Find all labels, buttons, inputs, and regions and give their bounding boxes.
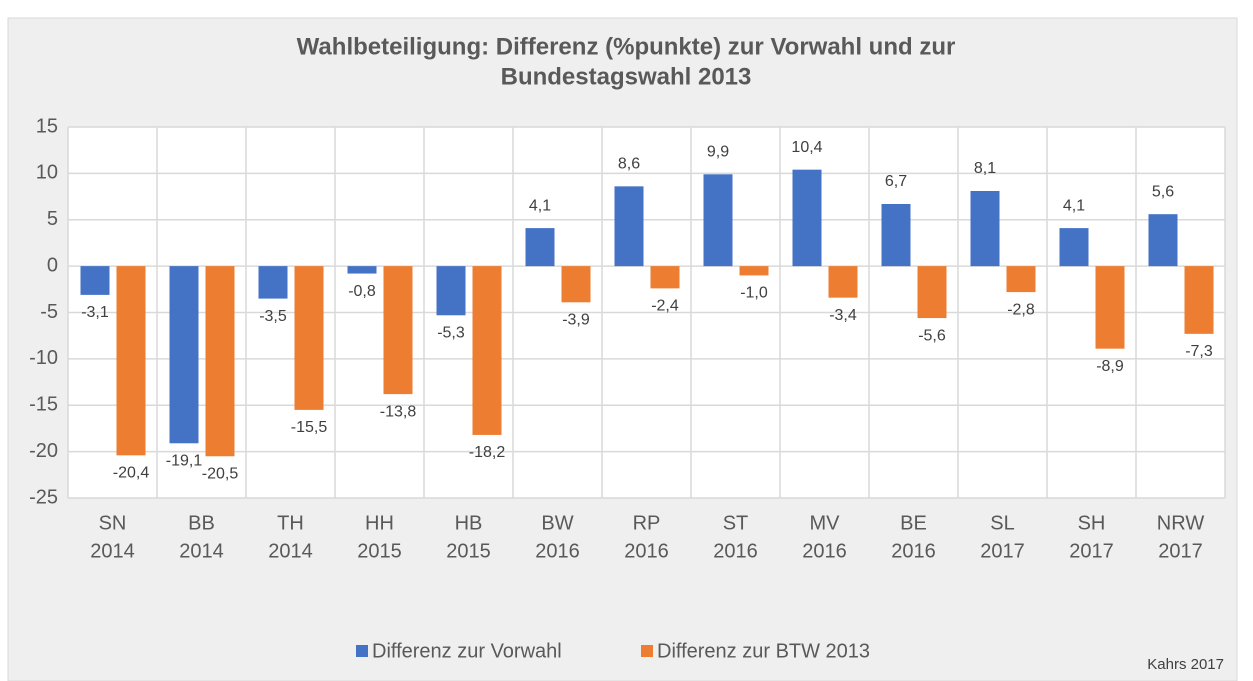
value-label: 4,1 — [1063, 197, 1085, 214]
bar — [970, 190, 1000, 267]
y-tick-label: -20 — [29, 440, 58, 462]
value-label: -13,8 — [380, 403, 417, 420]
bar — [703, 174, 733, 267]
bar — [1148, 214, 1178, 267]
x-tick-label: 2016 — [624, 540, 669, 562]
bar — [80, 266, 110, 295]
x-tick-label: 2016 — [713, 540, 758, 562]
x-tick-label: 2017 — [1158, 540, 1203, 562]
legend-swatch — [641, 645, 653, 657]
bar — [1059, 228, 1089, 267]
value-label: 6,7 — [885, 173, 907, 190]
value-label: -8,9 — [1096, 358, 1124, 375]
source-note: Kahrs 2017 — [1147, 656, 1224, 673]
x-tick-label: BW — [541, 512, 573, 534]
y-tick-label: -25 — [29, 486, 58, 508]
y-tick-label: -10 — [29, 347, 58, 369]
x-tick-label: TH — [277, 512, 304, 534]
value-label: -0,8 — [348, 283, 376, 300]
x-tick-label: 2014 — [268, 540, 313, 562]
value-label: -3,5 — [259, 308, 287, 325]
x-tick-label: 2017 — [1069, 540, 1114, 562]
value-label: -3,4 — [829, 307, 857, 324]
value-label: -15,5 — [291, 419, 328, 436]
bar — [525, 228, 555, 267]
bar — [614, 186, 644, 267]
x-tick-label: 2016 — [535, 540, 580, 562]
x-tick-label: RP — [633, 512, 661, 534]
x-tick-label: HB — [455, 512, 483, 534]
x-tick-label: BE — [900, 512, 927, 534]
value-label: -20,5 — [202, 465, 239, 482]
bar — [881, 203, 911, 267]
y-tick-label: 0 — [47, 254, 58, 276]
x-tick-label: HH — [365, 512, 394, 534]
x-tick-label: BB — [188, 512, 215, 534]
bar — [1006, 266, 1036, 293]
y-tick-label: -5 — [40, 301, 58, 323]
y-tick-label: 15 — [36, 115, 58, 137]
x-tick-label: MV — [810, 512, 841, 534]
x-tick-label: 2014 — [90, 540, 135, 562]
value-label: -7,3 — [1185, 343, 1213, 360]
bar — [917, 266, 947, 319]
bar — [169, 266, 199, 444]
value-label: 8,1 — [974, 160, 996, 177]
bar — [205, 266, 235, 457]
value-label: -1,0 — [740, 285, 768, 302]
bar — [561, 266, 591, 303]
bar — [383, 266, 413, 395]
y-tick-label: 10 — [36, 162, 58, 184]
x-tick-label: SN — [99, 512, 127, 534]
x-tick-label: 2016 — [802, 540, 847, 562]
bar — [258, 266, 288, 299]
bar — [1095, 266, 1125, 349]
value-label: -19,1 — [166, 452, 203, 469]
x-tick-label: SH — [1078, 512, 1106, 534]
x-tick-label: 2015 — [357, 540, 402, 562]
bar — [472, 266, 502, 435]
x-tick-label: 2017 — [980, 540, 1025, 562]
value-label: 5,6 — [1152, 183, 1174, 200]
value-label: -20,4 — [113, 465, 150, 482]
y-tick-label: 5 — [47, 208, 58, 230]
legend-label: Differenz zur Vorwahl — [372, 640, 562, 662]
value-label: 8,6 — [618, 156, 640, 173]
bar — [650, 266, 680, 289]
x-tick-label: 2014 — [179, 540, 224, 562]
legend-label: Differenz zur BTW 2013 — [657, 640, 870, 662]
x-tick-label: 2015 — [446, 540, 491, 562]
value-label: 9,9 — [707, 144, 729, 161]
bar — [294, 266, 324, 410]
bar — [792, 169, 822, 267]
value-label: -2,4 — [651, 298, 679, 315]
legend-swatch — [356, 645, 368, 657]
x-tick-label: SL — [990, 512, 1014, 534]
bar — [436, 266, 466, 316]
value-label: 4,1 — [529, 197, 551, 214]
bar — [347, 266, 377, 274]
chart-title: Bundestagswahl 2013 — [501, 63, 752, 90]
value-label: -3,9 — [562, 312, 590, 329]
y-tick-label: -15 — [29, 394, 58, 416]
value-label: -3,1 — [81, 304, 109, 321]
bar — [1184, 266, 1214, 334]
value-label: -5,3 — [437, 325, 465, 342]
value-label: 10,4 — [791, 139, 822, 156]
value-label: -18,2 — [469, 444, 506, 461]
x-tick-label: NRW — [1157, 512, 1205, 534]
chart-title: Wahlbeteiligung: Differenz (%punkte) zur… — [297, 33, 956, 60]
value-label: -5,6 — [918, 327, 946, 344]
x-tick-label: ST — [723, 512, 749, 534]
bar — [116, 266, 146, 456]
bar — [828, 266, 858, 298]
x-tick-label: 2016 — [891, 540, 936, 562]
bar — [739, 266, 769, 276]
value-label: -2,8 — [1007, 301, 1035, 318]
